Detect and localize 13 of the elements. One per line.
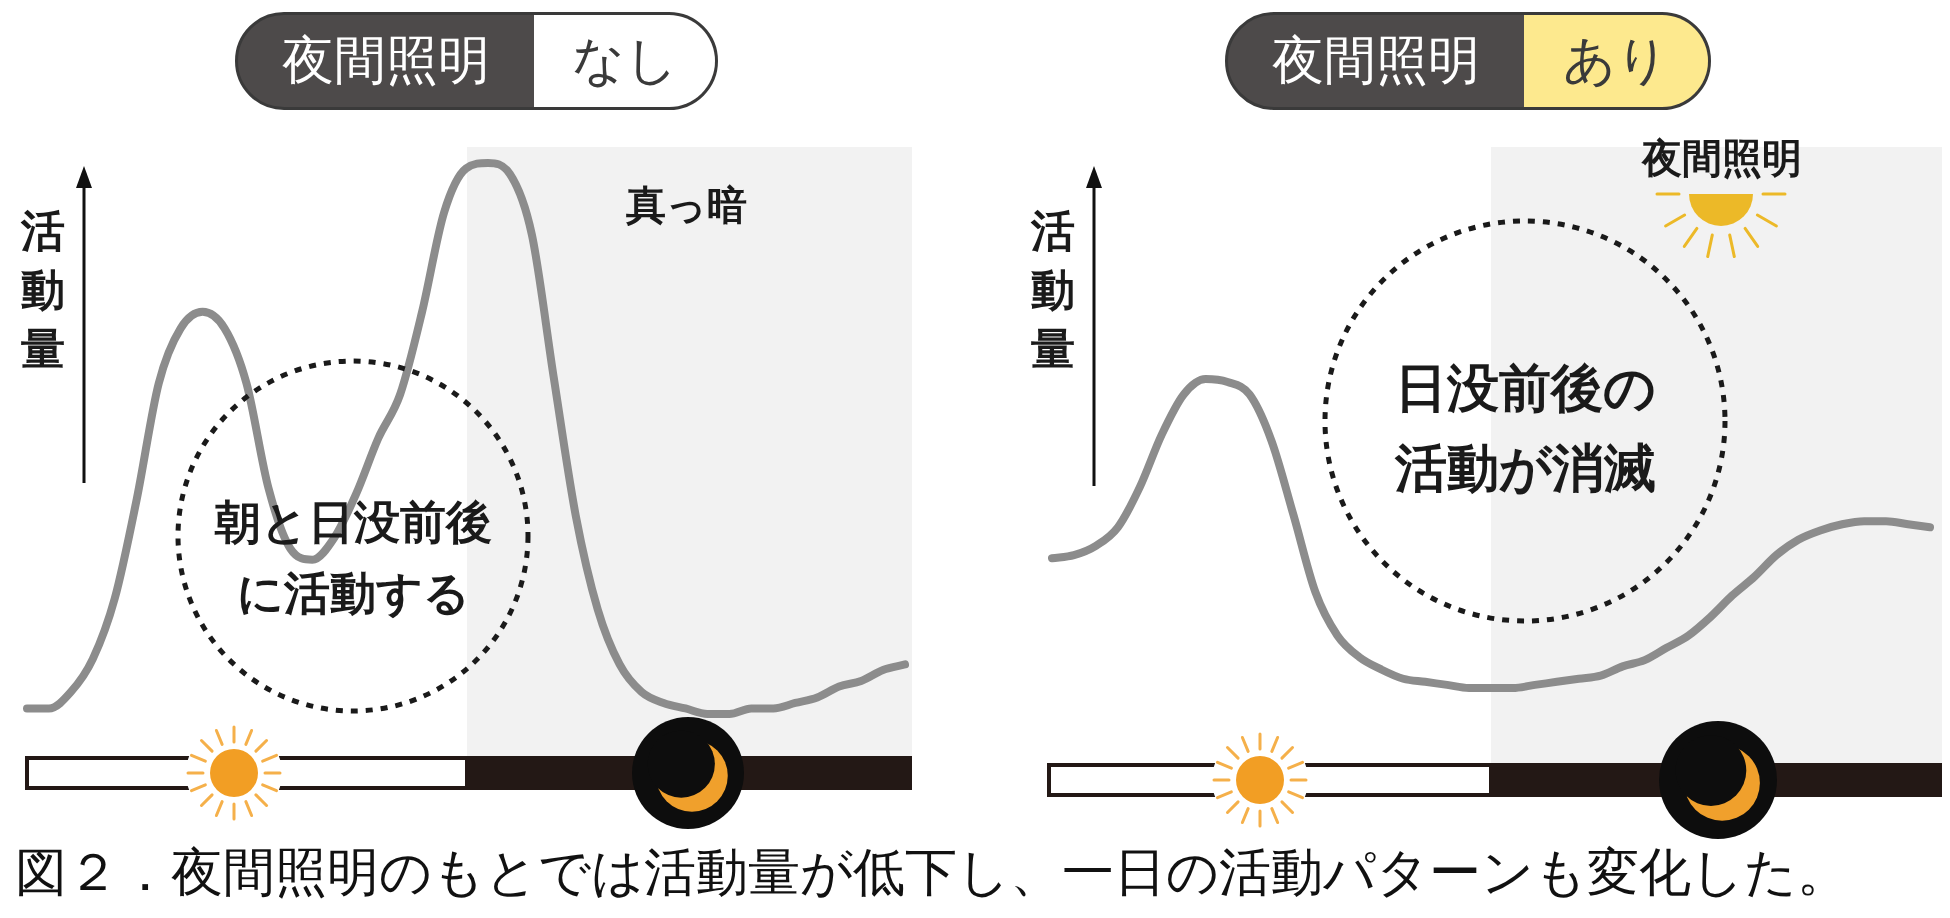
- caption: 図２．夜間照明のもとでは活動量が低下し、一日の活動パターンも変化した。: [15, 841, 1849, 904]
- chart-subtitle: なし: [571, 29, 678, 92]
- annotation: 日没前後の活動が消滅: [1393, 356, 1657, 500]
- chart-title: 夜間照明: [1272, 29, 1480, 92]
- text: 夜間照明: [1642, 134, 1802, 182]
- label-pill: 夜間照明 なし: [235, 12, 718, 110]
- annotation: 真っ暗: [625, 181, 747, 229]
- label-pill: 夜間照明 あり: [1225, 12, 1711, 110]
- chart-subtitle: あり: [1563, 29, 1669, 92]
- y-axis-title: 活動量: [20, 204, 66, 376]
- annotation: 朝と日没前後に活動する: [213, 494, 493, 622]
- chart-title: 夜間照明: [282, 29, 490, 92]
- y-axis-title: 活動量: [1030, 204, 1076, 376]
